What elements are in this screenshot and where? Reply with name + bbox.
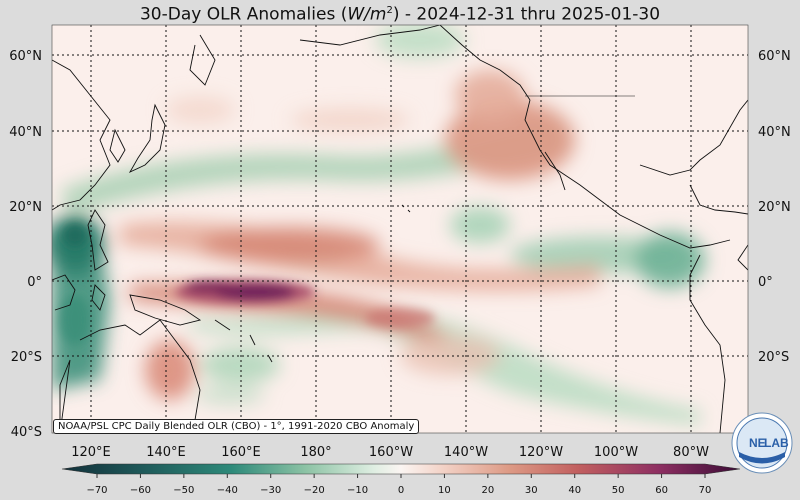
lon-label: 160°W (369, 445, 413, 460)
lon-label: 120°W (519, 445, 563, 460)
lat-labels-left: 60°N 40°N 20°N 0° 20°S 40°S (9, 49, 42, 440)
lat-label: 0° (27, 275, 42, 290)
colorbar (61, 463, 741, 475)
lon-labels: 120°E 140°E 160°E 180° 160°W 140°W 120°W… (71, 445, 709, 460)
colorbar-tick-label: −60 (130, 485, 151, 496)
colorbar-ticks: −70 −60 −50 −40 −30 −20 −10 0 10 20 30 40 50 60 70 (86, 474, 711, 496)
colorbar-tick-label: 20 (481, 485, 494, 496)
colorbar-tick-label: −20 (304, 485, 325, 496)
colorbar-tick-label: 10 (438, 485, 451, 496)
lon-label: 180° (300, 445, 331, 460)
logo-text-left: NE (749, 436, 766, 450)
data-source-note: NOAA/PSL CPC Daily Blended OLR (CBO) - 1… (53, 419, 420, 434)
colorbar-tick-label: 70 (699, 485, 712, 496)
colorbar-tick-label: 60 (655, 485, 668, 496)
colorbar-tick-label: 40 (568, 485, 581, 496)
anomaly-field (52, 25, 705, 425)
lon-label: 100°W (594, 445, 638, 460)
lon-label: 80°W (673, 445, 709, 460)
coastlines (52, 25, 748, 433)
lon-label: 160°E (221, 445, 261, 460)
logo-text-right: LAB (764, 436, 789, 450)
lon-label: 140°E (146, 445, 186, 460)
lat-label: 20°N (758, 200, 791, 215)
colorbar-tick-label: −40 (217, 485, 238, 496)
lon-label: 140°W (444, 445, 488, 460)
colorbar-tick-label: −30 (260, 485, 281, 496)
noaa-physical-sciences-lab-logo: NE LAB (731, 412, 793, 474)
colorbar-tick-label: 50 (612, 485, 625, 496)
lat-label: 0° (758, 275, 773, 290)
colorbar-tick-label: −70 (86, 485, 107, 496)
gridlines (52, 25, 748, 433)
lat-labels-right: 60°N 40°N 20°N 0° 20°S (758, 49, 791, 365)
lat-label: 40°N (758, 125, 791, 140)
lat-label: 20°N (9, 200, 42, 215)
map-title: 30-Day OLR Anomalies (W/m2) - 2024-12-31… (139, 4, 661, 25)
lat-label: 40°N (9, 125, 42, 140)
colorbar-tick-label: −10 (347, 485, 368, 496)
colorbar-tick-label: −50 (173, 485, 194, 496)
lat-label: 40°S (11, 425, 42, 440)
lon-label: 120°E (71, 445, 111, 460)
lat-label: 20°S (11, 350, 42, 365)
lat-label: 20°S (758, 350, 789, 365)
colorbar-tick-label: 0 (398, 485, 404, 496)
lat-label: 60°N (758, 49, 791, 64)
colorbar-tick-label: 30 (525, 485, 538, 496)
lat-label: 60°N (9, 49, 42, 64)
